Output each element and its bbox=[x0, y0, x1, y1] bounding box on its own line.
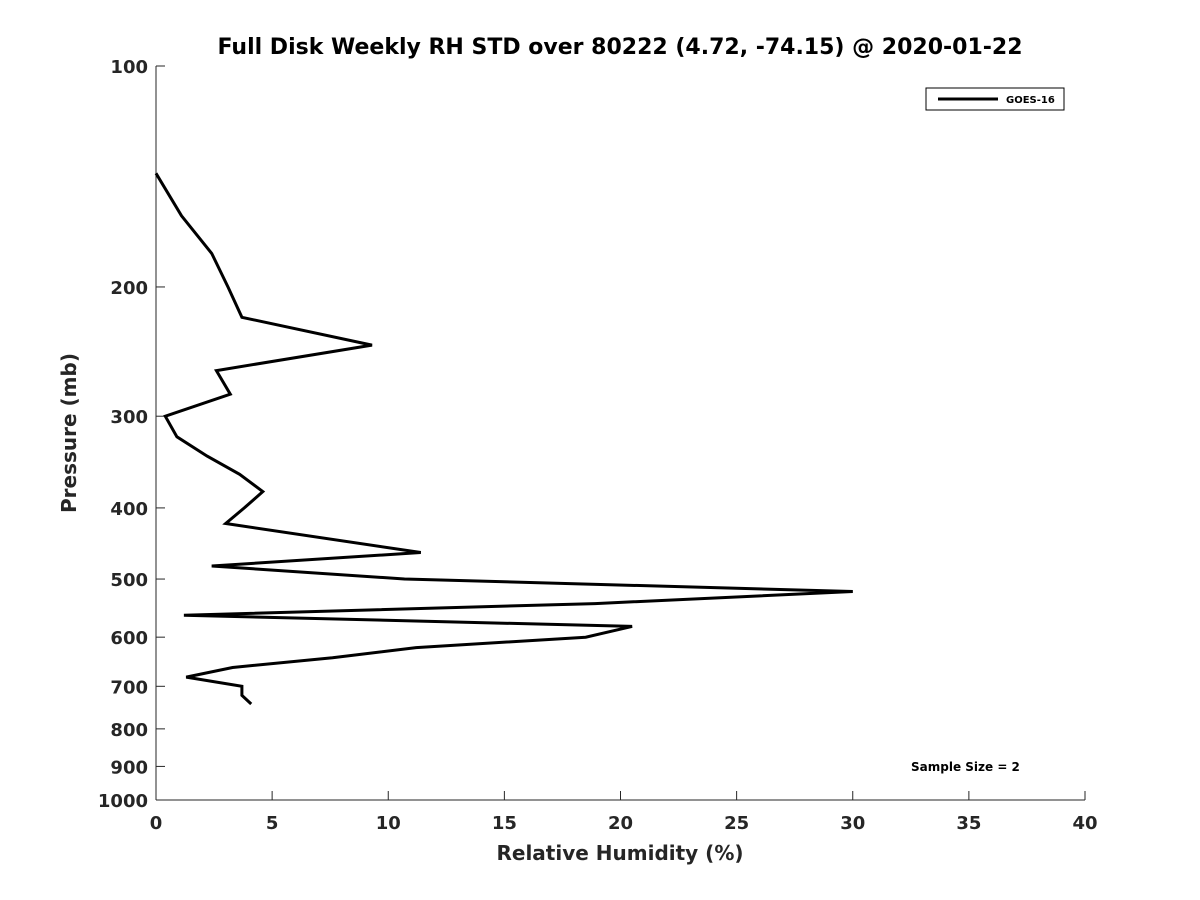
y-tick-label: 100 bbox=[110, 57, 148, 78]
y-tick-label: 200 bbox=[110, 278, 148, 299]
chart-title: Full Disk Weekly RH STD over 80222 (4.72… bbox=[217, 35, 1022, 60]
x-axis-label: Relative Humidity (%) bbox=[496, 841, 743, 865]
sample-size-annotation: Sample Size = 2 bbox=[911, 760, 1020, 774]
y-tick-label: 400 bbox=[110, 499, 148, 520]
y-axis-ticks: 100 200 300 400 500 600 700 800 900 1000 bbox=[98, 57, 165, 812]
y-tick-label: 1000 bbox=[98, 791, 148, 812]
x-tick-label: 40 bbox=[1072, 813, 1097, 834]
y-tick-label: 600 bbox=[110, 628, 148, 649]
x-tick-label: 35 bbox=[956, 813, 981, 834]
y-axis-label: Pressure (mb) bbox=[57, 353, 81, 513]
plot-area: 0 5 10 15 20 25 30 35 40 100 200 300 400 500 600 700 80… bbox=[98, 57, 1098, 834]
legend-label-goes-16: GOES-16 bbox=[1006, 95, 1055, 106]
x-tick-label: 15 bbox=[492, 813, 517, 834]
y-tick-label: 300 bbox=[110, 407, 148, 428]
series-line-goes-16 bbox=[154, 172, 853, 706]
x-tick-label: 10 bbox=[376, 813, 401, 834]
x-tick-label: 20 bbox=[608, 813, 633, 834]
x-tick-label: 25 bbox=[724, 813, 749, 834]
y-tick-label: 500 bbox=[110, 570, 148, 591]
legend: GOES-16 bbox=[925, 87, 1065, 111]
series-layer bbox=[154, 172, 853, 706]
y-tick-label: 800 bbox=[110, 720, 148, 741]
x-tick-label: 5 bbox=[266, 813, 279, 834]
x-tick-label: 30 bbox=[840, 813, 865, 834]
y-tick-label: 700 bbox=[110, 677, 148, 698]
x-tick-label: 0 bbox=[150, 813, 163, 834]
x-axis-ticks: 0 5 10 15 20 25 30 35 40 bbox=[150, 791, 1098, 834]
y-tick-label: 900 bbox=[110, 757, 148, 778]
